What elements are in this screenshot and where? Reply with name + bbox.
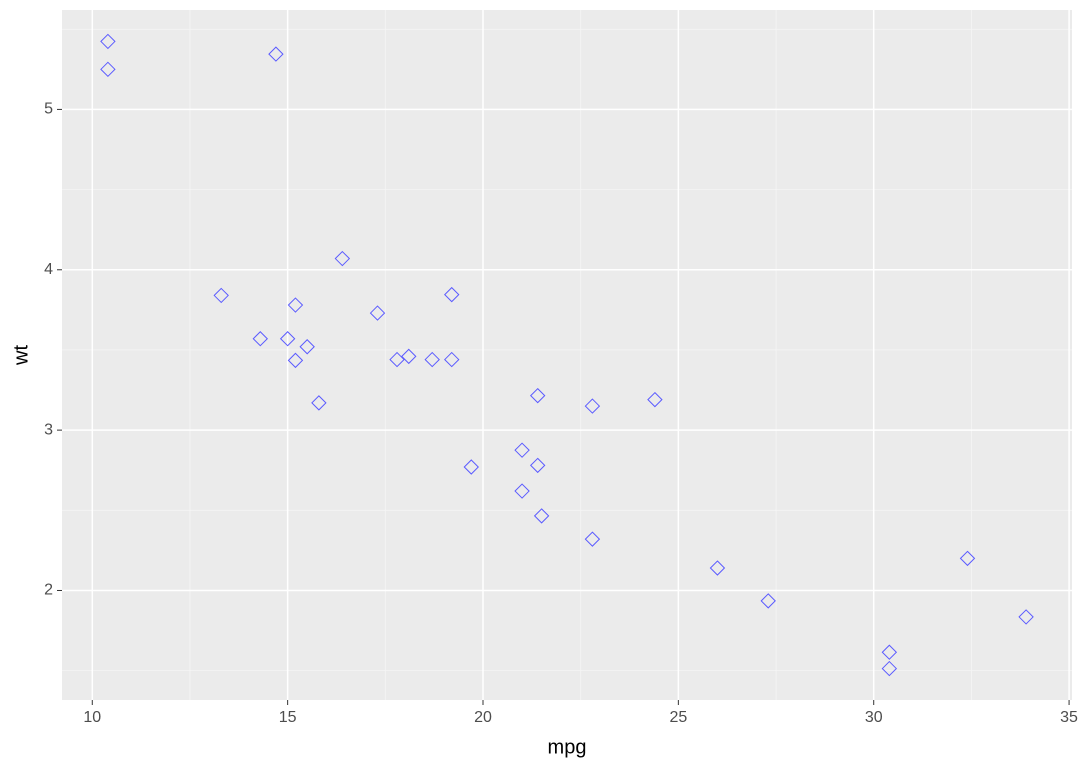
y-tick-label: 5 (44, 101, 53, 118)
x-tick-label: 15 (279, 709, 297, 726)
point (287, 297, 304, 313)
point (299, 339, 315, 355)
x-tick-label: 35 (1060, 709, 1078, 726)
y-tick-label: 3 (44, 421, 53, 438)
y-tick-label: 4 (44, 261, 53, 278)
point (100, 33, 116, 50)
point (881, 644, 898, 660)
point (252, 331, 268, 347)
point (514, 483, 530, 499)
panel (62, 10, 1072, 700)
point (584, 398, 601, 414)
point (533, 508, 550, 524)
point (444, 286, 460, 303)
point (213, 287, 229, 304)
point (100, 61, 116, 78)
y-tick-label: 2 (44, 582, 53, 599)
point (311, 395, 327, 411)
point (529, 387, 546, 404)
point (287, 352, 304, 369)
x-tick-label: 30 (865, 709, 883, 726)
point (424, 351, 440, 368)
point (529, 457, 546, 474)
point (463, 459, 479, 475)
point (268, 46, 284, 62)
x-tick-label: 25 (669, 709, 687, 726)
point (959, 550, 976, 567)
point (1018, 609, 1034, 625)
x-tick-label: 10 (83, 709, 101, 726)
point (401, 348, 417, 365)
point (514, 442, 530, 458)
point (647, 391, 663, 408)
x-tick-label: 20 (474, 709, 492, 726)
point (279, 331, 296, 347)
point (369, 305, 386, 321)
point (334, 250, 351, 267)
x-axis-label: mpg (548, 736, 587, 758)
point (709, 560, 726, 576)
point (389, 351, 405, 368)
point (584, 531, 601, 547)
point (881, 660, 898, 677)
point (444, 351, 460, 368)
point (760, 593, 776, 609)
y-axis-label: wt (10, 345, 32, 366)
